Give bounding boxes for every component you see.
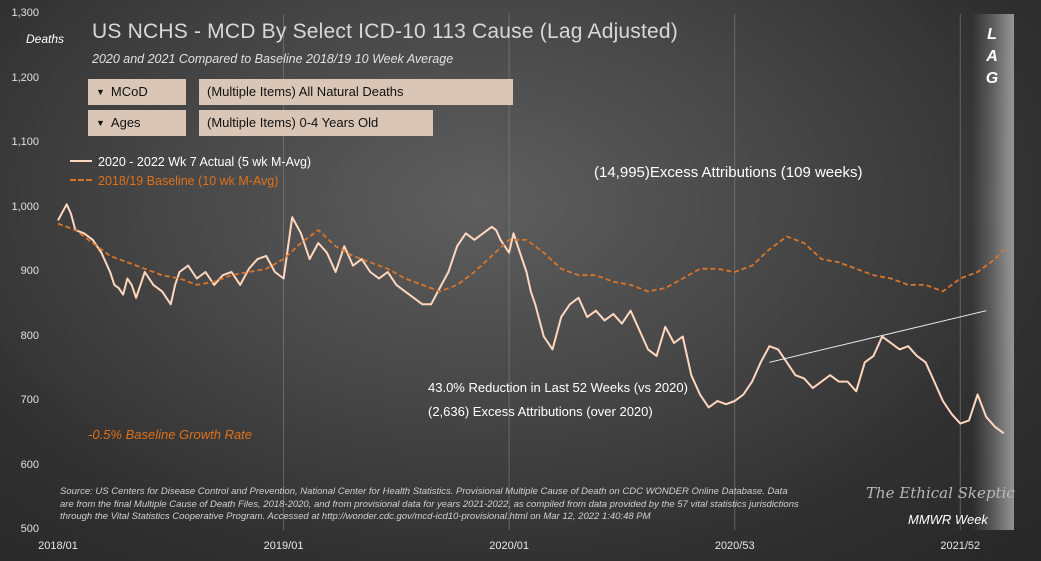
x-axis-label: MMWR Week	[908, 512, 988, 527]
lag-label: L A G	[982, 24, 1002, 90]
filter-value-text: (Multiple Items) 0-4 Years Old	[207, 115, 379, 130]
source-note: Source: US Centers for Disease Control a…	[60, 486, 799, 522]
trend-line	[769, 310, 987, 363]
y-tick-label: 500	[20, 523, 39, 535]
series-line-baseline	[57, 222, 1005, 293]
chart-subtitle: 2020 and 2021 Compared to Baseline 2018/…	[92, 52, 454, 66]
y-axis-label: Deaths	[26, 32, 65, 46]
x-tick-label: 2020/53	[714, 540, 755, 552]
x-tick-label: 2018/01	[38, 540, 78, 552]
excess-over-2020-annotation: (2,636) Excess Attributions (over 2020)	[428, 404, 653, 419]
dropdown-arrow-icon: ▼	[96, 118, 105, 128]
filter-value-ages[interactable]: (Multiple Items) 0-4 Years Old	[199, 110, 433, 136]
reduction-annotation: 43.0% Reduction in Last 52 Weeks (vs 202…	[428, 380, 688, 395]
legend-swatch	[70, 160, 92, 162]
y-tick-label: 1,200	[11, 71, 39, 84]
series-line-actual	[57, 203, 1005, 435]
legend-label: 2018/19 Baseline (10 wk M-Avg)	[98, 174, 279, 188]
legend-swatch	[70, 179, 92, 181]
y-tick-label: 600	[20, 458, 39, 471]
brand-watermark: The Ethical Skeptic	[866, 484, 1015, 502]
y-tick-label: 1,300	[11, 7, 39, 19]
y-tick-label: 900	[20, 265, 39, 277]
filter-label: MCoD	[110, 84, 148, 99]
dropdown-arrow-icon: ▼	[96, 87, 105, 97]
x-tick-label: 2020/01	[489, 540, 530, 552]
excess-attributions-annotation: (14,995)Excess Attributions (109 weeks)	[594, 164, 863, 181]
y-tick-label: 1,000	[11, 200, 39, 213]
y-tick-label: 800	[20, 329, 39, 342]
x-tick-label: 2021/52	[940, 540, 981, 552]
filter-button-mcod[interactable]: ▼ MCoD	[88, 79, 186, 105]
lag-letter: L	[987, 26, 997, 43]
legend-label: 2020 - 2022 Wk 7 Actual (5 wk M-Avg)	[98, 155, 312, 169]
lag-letter: A	[986, 48, 998, 65]
baseline-growth-annotation: -0.5% Baseline Growth Rate	[88, 427, 253, 442]
chart-title: US NCHS - MCD By Select ICD-10 113 Cause…	[92, 20, 678, 43]
filter-button-ages[interactable]: ▼ Ages	[88, 110, 186, 136]
lag-letter: G	[985, 70, 999, 87]
legend-entry-baseline: 2018/19 Baseline (10 wk M-Avg)	[70, 174, 278, 188]
filter-value-text: (Multiple Items) All Natural Deaths	[207, 84, 404, 99]
y-tick-label: 700	[20, 394, 39, 406]
x-tick-label: 2019/01	[263, 540, 304, 552]
legend-entry-actual: 2020 - 2022 Wk 7 Actual (5 wk M-Avg)	[70, 155, 311, 169]
y-tick-label: 1,100	[11, 136, 39, 148]
filter-value-mcod[interactable]: (Multiple Items) All Natural Deaths	[199, 79, 513, 105]
filter-label: Ages	[110, 115, 141, 130]
